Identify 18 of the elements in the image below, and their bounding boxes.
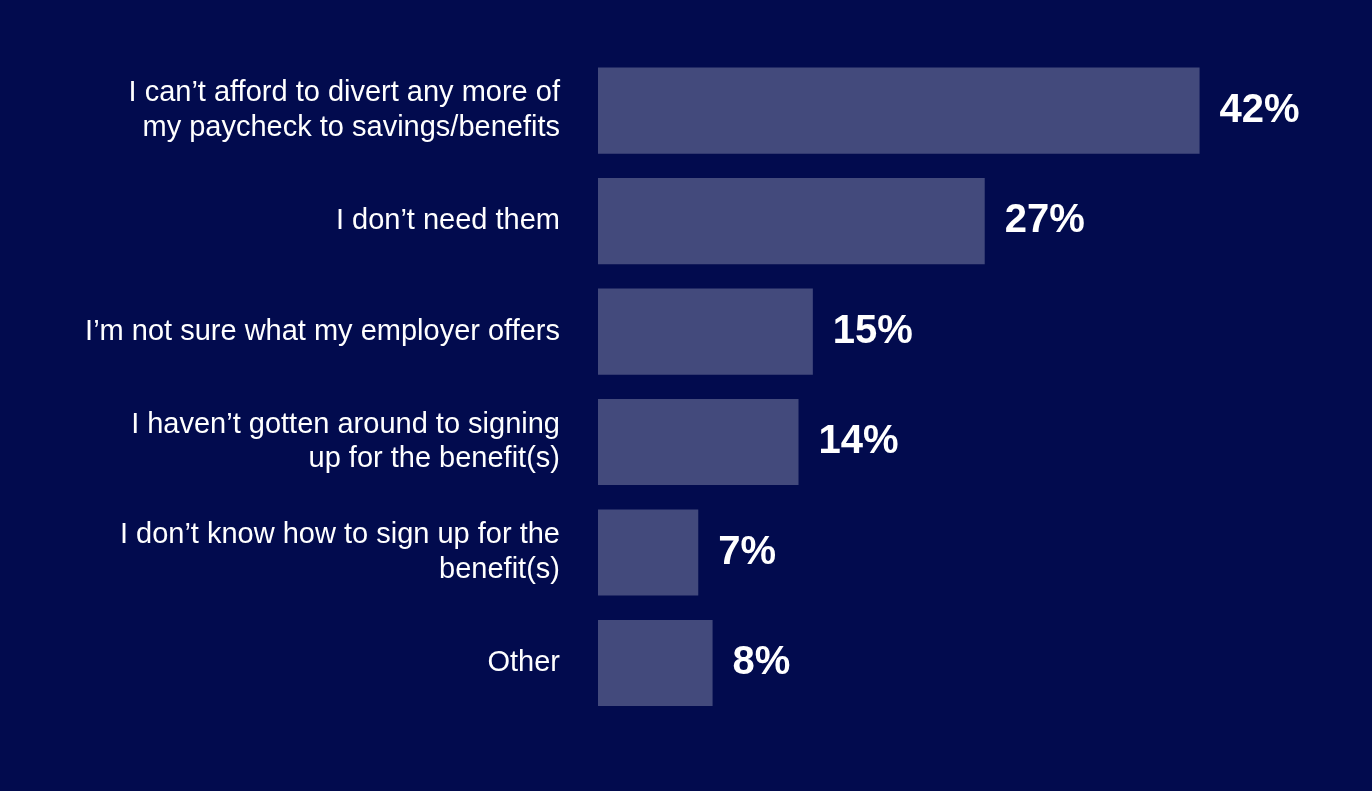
y-tick-label: I haven’t gotten around to signing up for the benefit(s) [131, 406, 560, 474]
bar [598, 67, 1200, 154]
bar [598, 288, 813, 375]
y-tick-label: I can’t afford to divert any more of my paycheck to savings/benefits [128, 75, 561, 143]
y-tick-label: I don’t know how to sign up for the benefit(s) [119, 517, 560, 584]
data-label: 27% [1004, 196, 1085, 241]
data-label: 8% [732, 638, 791, 682]
y-tick-label: I don’t need them [335, 203, 560, 236]
y-tick-label: I’m not sure what my employer offers [85, 313, 560, 346]
bar [598, 178, 985, 265]
data-label: 7% [718, 527, 777, 572]
bar [598, 398, 799, 486]
data-label: 14% [818, 417, 899, 462]
bar [598, 509, 699, 596]
data-label: 42% [1219, 85, 1300, 130]
bar [598, 619, 713, 707]
data-label: 15% [832, 306, 913, 351]
y-tick-label: Other [487, 644, 561, 677]
